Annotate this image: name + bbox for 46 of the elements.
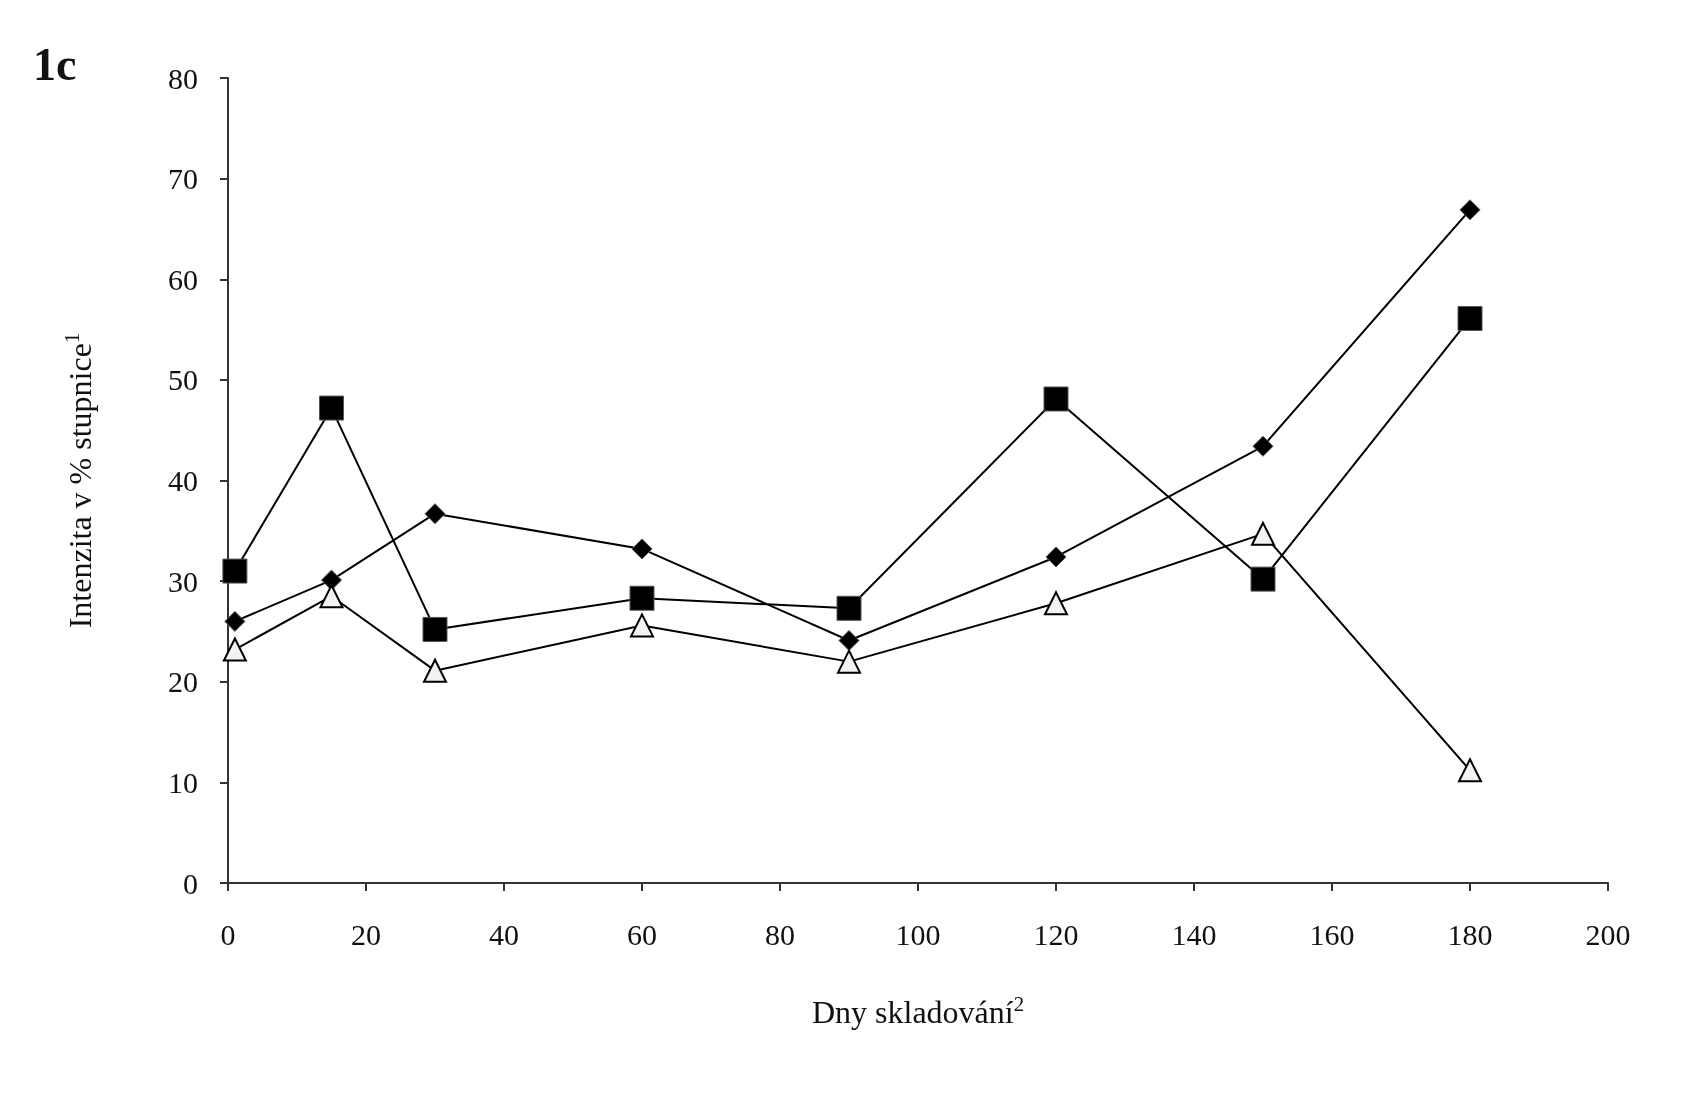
x-tick-label: 200 — [1585, 917, 1631, 951]
point — [319, 584, 344, 609]
point — [837, 649, 861, 674]
point — [838, 629, 860, 651]
point — [1045, 546, 1067, 568]
point — [1459, 199, 1481, 221]
point — [422, 616, 448, 642]
point — [1251, 521, 1275, 546]
point — [1044, 591, 1068, 616]
y-tick-label: 80 — [168, 61, 198, 95]
x-tick-label: 160 — [1309, 917, 1355, 951]
point — [423, 658, 447, 683]
x-tick-label: 60 — [627, 917, 657, 951]
point — [629, 585, 655, 611]
x-tick-label: 140 — [1171, 917, 1217, 951]
y-tick-label: 50 — [168, 363, 198, 397]
point — [224, 610, 246, 632]
x-tick-label: 80 — [765, 917, 795, 951]
chart-title: 1c — [33, 38, 77, 90]
y-tick-label: 40 — [168, 464, 198, 497]
point — [836, 595, 862, 621]
point — [319, 395, 344, 421]
y-tick-label: 20 — [168, 665, 198, 699]
x-tick-label: 20 — [351, 917, 381, 951]
point — [222, 637, 247, 662]
x-tick-label: 40 — [489, 917, 519, 951]
point — [631, 538, 653, 560]
point — [1250, 566, 1276, 592]
point — [1252, 435, 1274, 457]
point — [630, 613, 654, 638]
y-tick-label: 10 — [168, 765, 198, 799]
x-tick-label: 180 — [1447, 917, 1493, 951]
x-tick-label: 100 — [895, 917, 941, 951]
point — [1458, 758, 1482, 783]
point — [1457, 305, 1483, 331]
y-axis-title: Intenzita v % stupnice1 — [60, 332, 98, 629]
y-tick-label: 30 — [168, 564, 198, 598]
point — [1043, 386, 1069, 412]
point — [424, 503, 446, 525]
y-tick-label: 70 — [168, 162, 198, 196]
y-tick-label: 60 — [168, 262, 198, 296]
x-tick-label: 120 — [1033, 917, 1079, 951]
y-tick-label: 0 — [183, 866, 198, 900]
point — [321, 569, 342, 591]
x-tick-label: 0 — [220, 917, 236, 951]
point — [222, 558, 248, 584]
